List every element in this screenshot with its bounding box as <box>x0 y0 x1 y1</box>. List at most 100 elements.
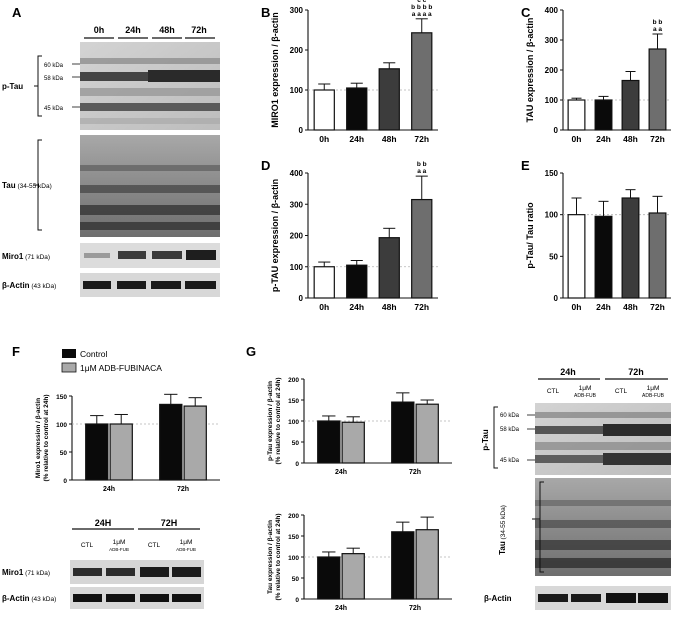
svg-text:E: E <box>521 158 530 173</box>
f-blot-group-72h: 72H <box>161 518 178 528</box>
y-tick-label: 150 <box>288 398 299 405</box>
legend-label-treated: 1μM ADB-FUBINACA <box>80 363 162 373</box>
bar-24h <box>594 215 613 299</box>
f-lane-ctl: CTL <box>81 542 94 549</box>
x-tick-label: 48h <box>623 134 638 144</box>
svg-text:B: B <box>261 5 270 20</box>
x-tick-label: 24h <box>103 486 115 493</box>
y-tick-label: 200 <box>545 66 559 75</box>
bar-72h-series-1 <box>415 529 439 600</box>
y-tick-label: 100 <box>288 555 299 562</box>
y-tick-label: 300 <box>545 36 559 45</box>
y-tick-label: 0 <box>63 478 67 485</box>
g-ptau-blot-image <box>535 403 671 475</box>
bar-48h <box>621 79 640 131</box>
f-lane-treat: 1μM <box>113 539 126 546</box>
panel-a: A 0h 24h 48h 72h 60 kDa 58 kDa 45 kDa p-… <box>2 5 220 297</box>
panel-letter-f: F <box>12 344 20 359</box>
bar-24h <box>594 99 613 131</box>
y-tick-label: 200 <box>290 232 304 241</box>
y-tick-label: 0 <box>554 126 559 135</box>
x-tick-label: 24h <box>596 302 611 312</box>
x-tick-label: 24h <box>349 302 364 312</box>
chart-g-ptau: 0 50 100 150 200 p-Tau expression / β-actin (%… <box>267 377 452 476</box>
bar-72h-series-1 <box>415 403 439 464</box>
y-tick-label: 0 <box>295 461 299 468</box>
lane-label-24h: 24h <box>125 25 141 35</box>
x-tick-label: 48h <box>382 134 397 144</box>
x-tick-label: 24h <box>596 134 611 144</box>
chart-d: 0 100 200 300 400 p-TAU expression / β-actin 0… <box>270 161 438 312</box>
x-tick-label: 72h <box>409 469 421 476</box>
g-ptau-label: p-Tau <box>481 429 490 450</box>
x-tick-label: 72h <box>409 605 421 612</box>
lane-label-48h: 48h <box>159 25 175 35</box>
marker-45kda: 45 kDa <box>44 106 64 112</box>
bar-48h <box>621 197 640 299</box>
lane-label-0h: 0h <box>94 25 105 35</box>
f-blot-group-24h: 24H <box>95 518 112 528</box>
y-tick-label: 200 <box>288 377 299 384</box>
f-actin-blot-image <box>70 587 204 609</box>
g-lane-treat: 1μM <box>579 385 592 392</box>
actin-label: β-Actin (43 kDa) <box>2 281 56 290</box>
bar-72h-series-0 <box>391 401 415 464</box>
y-axis-label: p-TAU expression / β-actin <box>270 179 280 292</box>
y-tick-label: 0 <box>299 294 304 303</box>
bar-24h-series-0 <box>317 420 341 464</box>
panel-letter-g: G <box>246 344 256 359</box>
x-tick-label: 0h <box>319 302 329 312</box>
x-tick-label: 72h <box>414 302 429 312</box>
bar-72h-series-0 <box>159 403 183 481</box>
bar-24h-series-1 <box>341 553 365 600</box>
miro1-label: Miro1 (71 kDa) <box>2 252 50 261</box>
ptau-label: p-Tau <box>2 82 23 91</box>
g-lane-ctl: CTL <box>547 388 560 395</box>
y-tick-label: 300 <box>290 200 304 209</box>
y-axis-label: Miro1 expression / β-actin <box>35 398 42 478</box>
y-tick-label: 200 <box>288 513 299 520</box>
bar-72h <box>411 32 433 131</box>
panel-e: E 0 50 100 150 p-Tau/ Tau ratio 0h 24h 48h 72h <box>521 158 671 312</box>
x-tick-label: 72h <box>650 134 665 144</box>
y-tick-label: 100 <box>288 419 299 426</box>
marker-60kda: 60 kDa <box>44 63 64 69</box>
bar-72h <box>648 48 667 131</box>
x-tick-label: 24h <box>335 605 347 612</box>
bar-72h <box>648 212 667 299</box>
y-tick-label: 100 <box>290 263 304 272</box>
g-lane-treat: 1μM <box>647 385 660 392</box>
y-tick-label: 400 <box>290 169 304 178</box>
y-tick-label: 50 <box>549 252 558 261</box>
bar-24h-series-1 <box>109 423 133 481</box>
svg-text:C: C <box>521 5 531 20</box>
significance-annotation: a a <box>417 168 426 175</box>
y-tick-label: 100 <box>290 86 304 95</box>
x-tick-label: 72h <box>650 302 665 312</box>
x-tick-label: 24h <box>335 469 347 476</box>
y-tick-label: 150 <box>545 169 559 178</box>
y-tick-label: 150 <box>56 394 67 401</box>
g-ptau-bracket <box>493 406 498 469</box>
legend-swatch-treated <box>61 362 77 373</box>
y-tick-label: 0 <box>299 126 304 135</box>
y-tick-label: 50 <box>292 440 300 447</box>
significance-annotation: a a <box>653 26 662 33</box>
significance-annotation: b b <box>653 19 663 26</box>
legend-swatch-control <box>62 349 76 358</box>
svg-text:ADB-FUB: ADB-FUB <box>109 547 129 552</box>
bar-48h <box>378 68 400 131</box>
svg-text:ADB-FUB: ADB-FUB <box>574 393 597 399</box>
g-tau-blot-image <box>535 478 671 576</box>
y-axis-label: p-Tau/ Tau ratio <box>525 202 535 269</box>
chart-f: 0 50 100 150 Miro1 expression / β-actin (% re… <box>35 393 220 493</box>
miro1-blot-image <box>80 243 220 268</box>
bar-48h <box>378 237 400 299</box>
x-tick-label: 72h <box>177 486 189 493</box>
g-actin-label: β-Actin <box>484 594 512 603</box>
significance-annotation: c c <box>417 0 426 4</box>
bar-24h <box>346 87 368 131</box>
f-actin-label: β-Actin (43 kDa) <box>2 594 56 603</box>
tau-bracket <box>34 139 42 231</box>
